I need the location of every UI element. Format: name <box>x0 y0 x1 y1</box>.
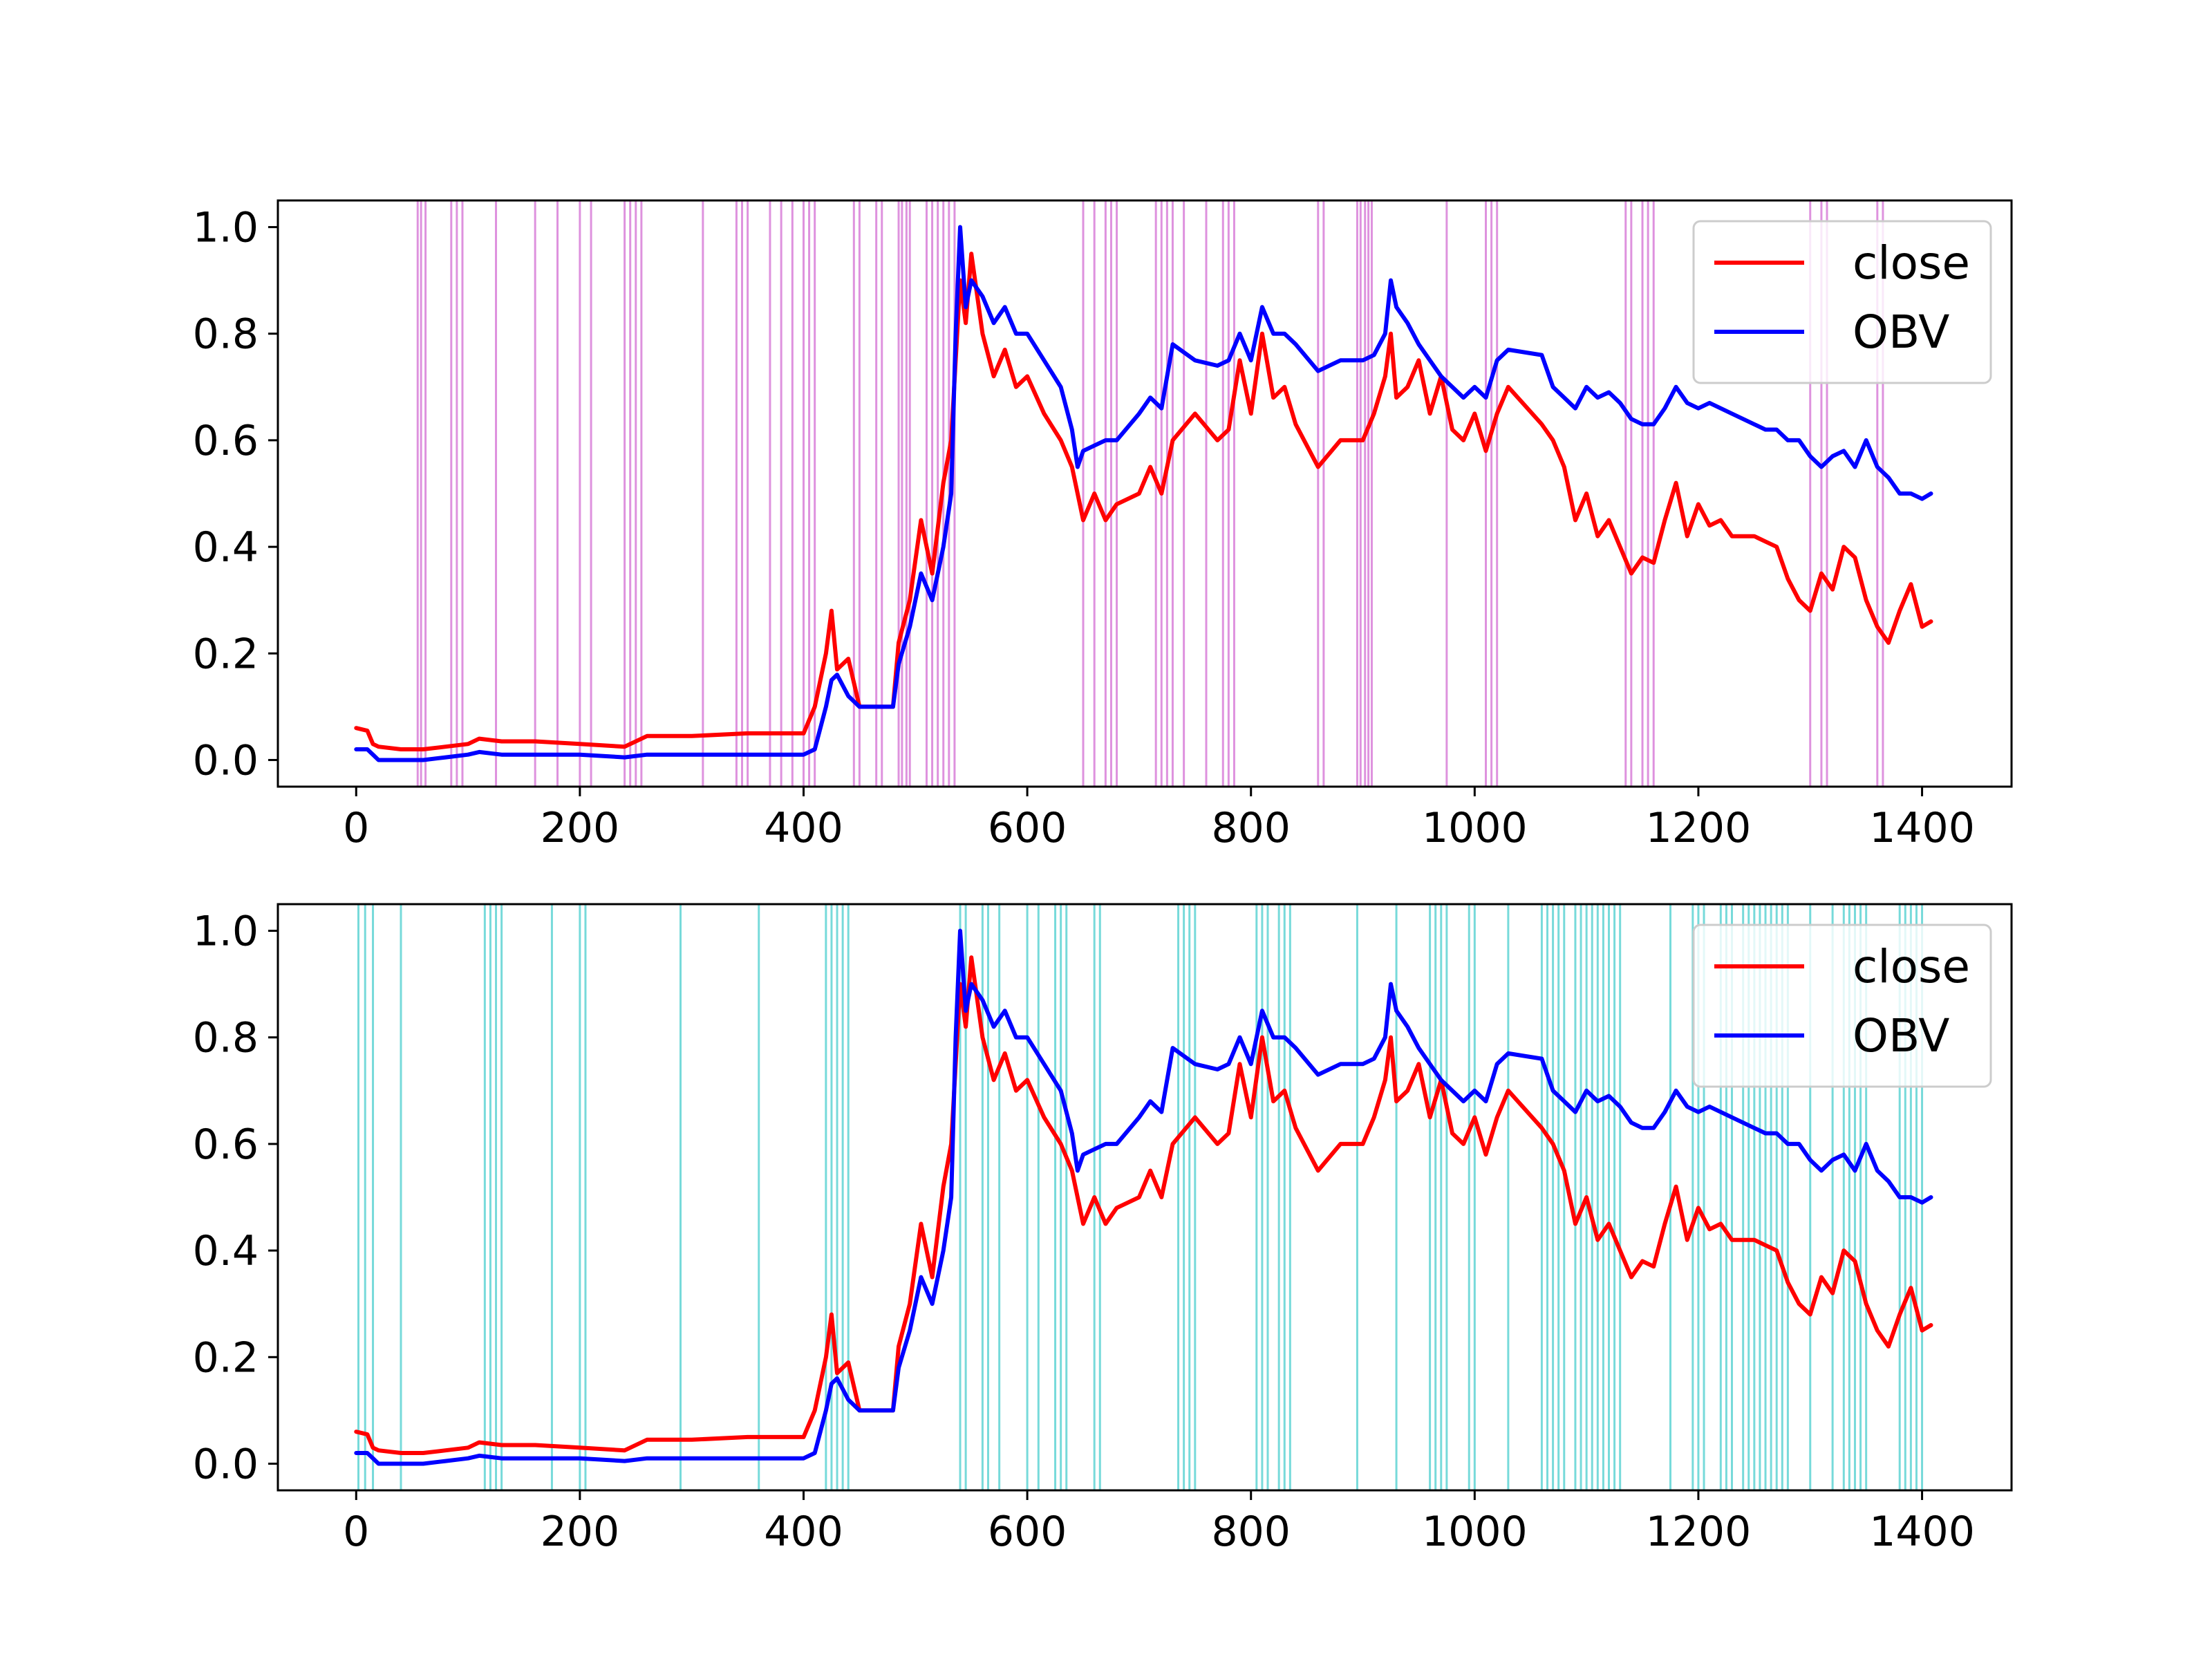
axes-frame <box>276 903 2013 1492</box>
y-tick-label: 0.8 <box>193 1014 259 1062</box>
x-tick-label: 1200 <box>1646 1508 1752 1556</box>
series-line-close <box>354 955 1933 1455</box>
y-tick-label: 0.2 <box>193 630 259 678</box>
y-tick-label: 0.4 <box>193 1227 259 1275</box>
y-tick-label: 0.0 <box>193 1440 259 1488</box>
x-tick-label: 200 <box>541 1508 620 1556</box>
x-tick-label: 400 <box>764 1508 843 1556</box>
x-tick-label: 800 <box>1211 804 1291 852</box>
chart-panel-2: 0 200 400 600 800 1000 1200 1400 0.0 0.2 0.4 0.6 0.8… <box>193 903 2013 1556</box>
x-tick-label: 600 <box>988 804 1067 852</box>
x-tick-label: 1000 <box>1422 1508 1528 1556</box>
legend-label-close: close <box>1853 940 1970 993</box>
series-line-close <box>354 252 1933 751</box>
x-tick-label: 400 <box>764 804 843 852</box>
series-lines <box>354 225 1933 762</box>
x-tick-label: 1200 <box>1646 804 1752 852</box>
x-tick-label: 1400 <box>1869 804 1975 852</box>
x-tick-label: 200 <box>541 804 620 852</box>
chart-panel-1: 0 200 400 600 800 1000 1200 1400 0.0 0.2 0.4 0.6 0.8… <box>193 199 2013 852</box>
y-tick-label: 0.4 <box>193 523 259 572</box>
legend-label-close: close <box>1853 236 1970 290</box>
legend-label-obv: OBV <box>1853 1009 1949 1062</box>
y-tick-label: 0.2 <box>193 1333 259 1382</box>
legend: close OBV <box>1692 220 1992 384</box>
y-tick-label: 0.8 <box>193 310 259 359</box>
axes-frame <box>276 199 2013 788</box>
series-line-obv <box>354 225 1933 762</box>
y-tick-label: 0.6 <box>193 1121 259 1169</box>
x-tick-label: 600 <box>988 1508 1067 1556</box>
x-tick-label: 800 <box>1211 1508 1291 1556</box>
legend: close OBV <box>1692 924 1992 1088</box>
legend-label-obv: OBV <box>1853 306 1949 359</box>
y-tick-label: 1.0 <box>193 908 259 956</box>
y-tick-label: 1.0 <box>193 204 259 252</box>
y-tick-label: 0.0 <box>193 736 259 785</box>
x-tick-label: 0 <box>343 804 369 852</box>
series-line-obv <box>354 928 1933 1466</box>
x-tick-label: 1000 <box>1422 804 1528 852</box>
x-tick-label: 1400 <box>1869 1508 1975 1556</box>
series-lines <box>354 928 1933 1466</box>
x-tick-label: 0 <box>343 1508 369 1556</box>
y-tick-label: 0.6 <box>193 417 259 465</box>
highlight-bands <box>416 200 1884 787</box>
